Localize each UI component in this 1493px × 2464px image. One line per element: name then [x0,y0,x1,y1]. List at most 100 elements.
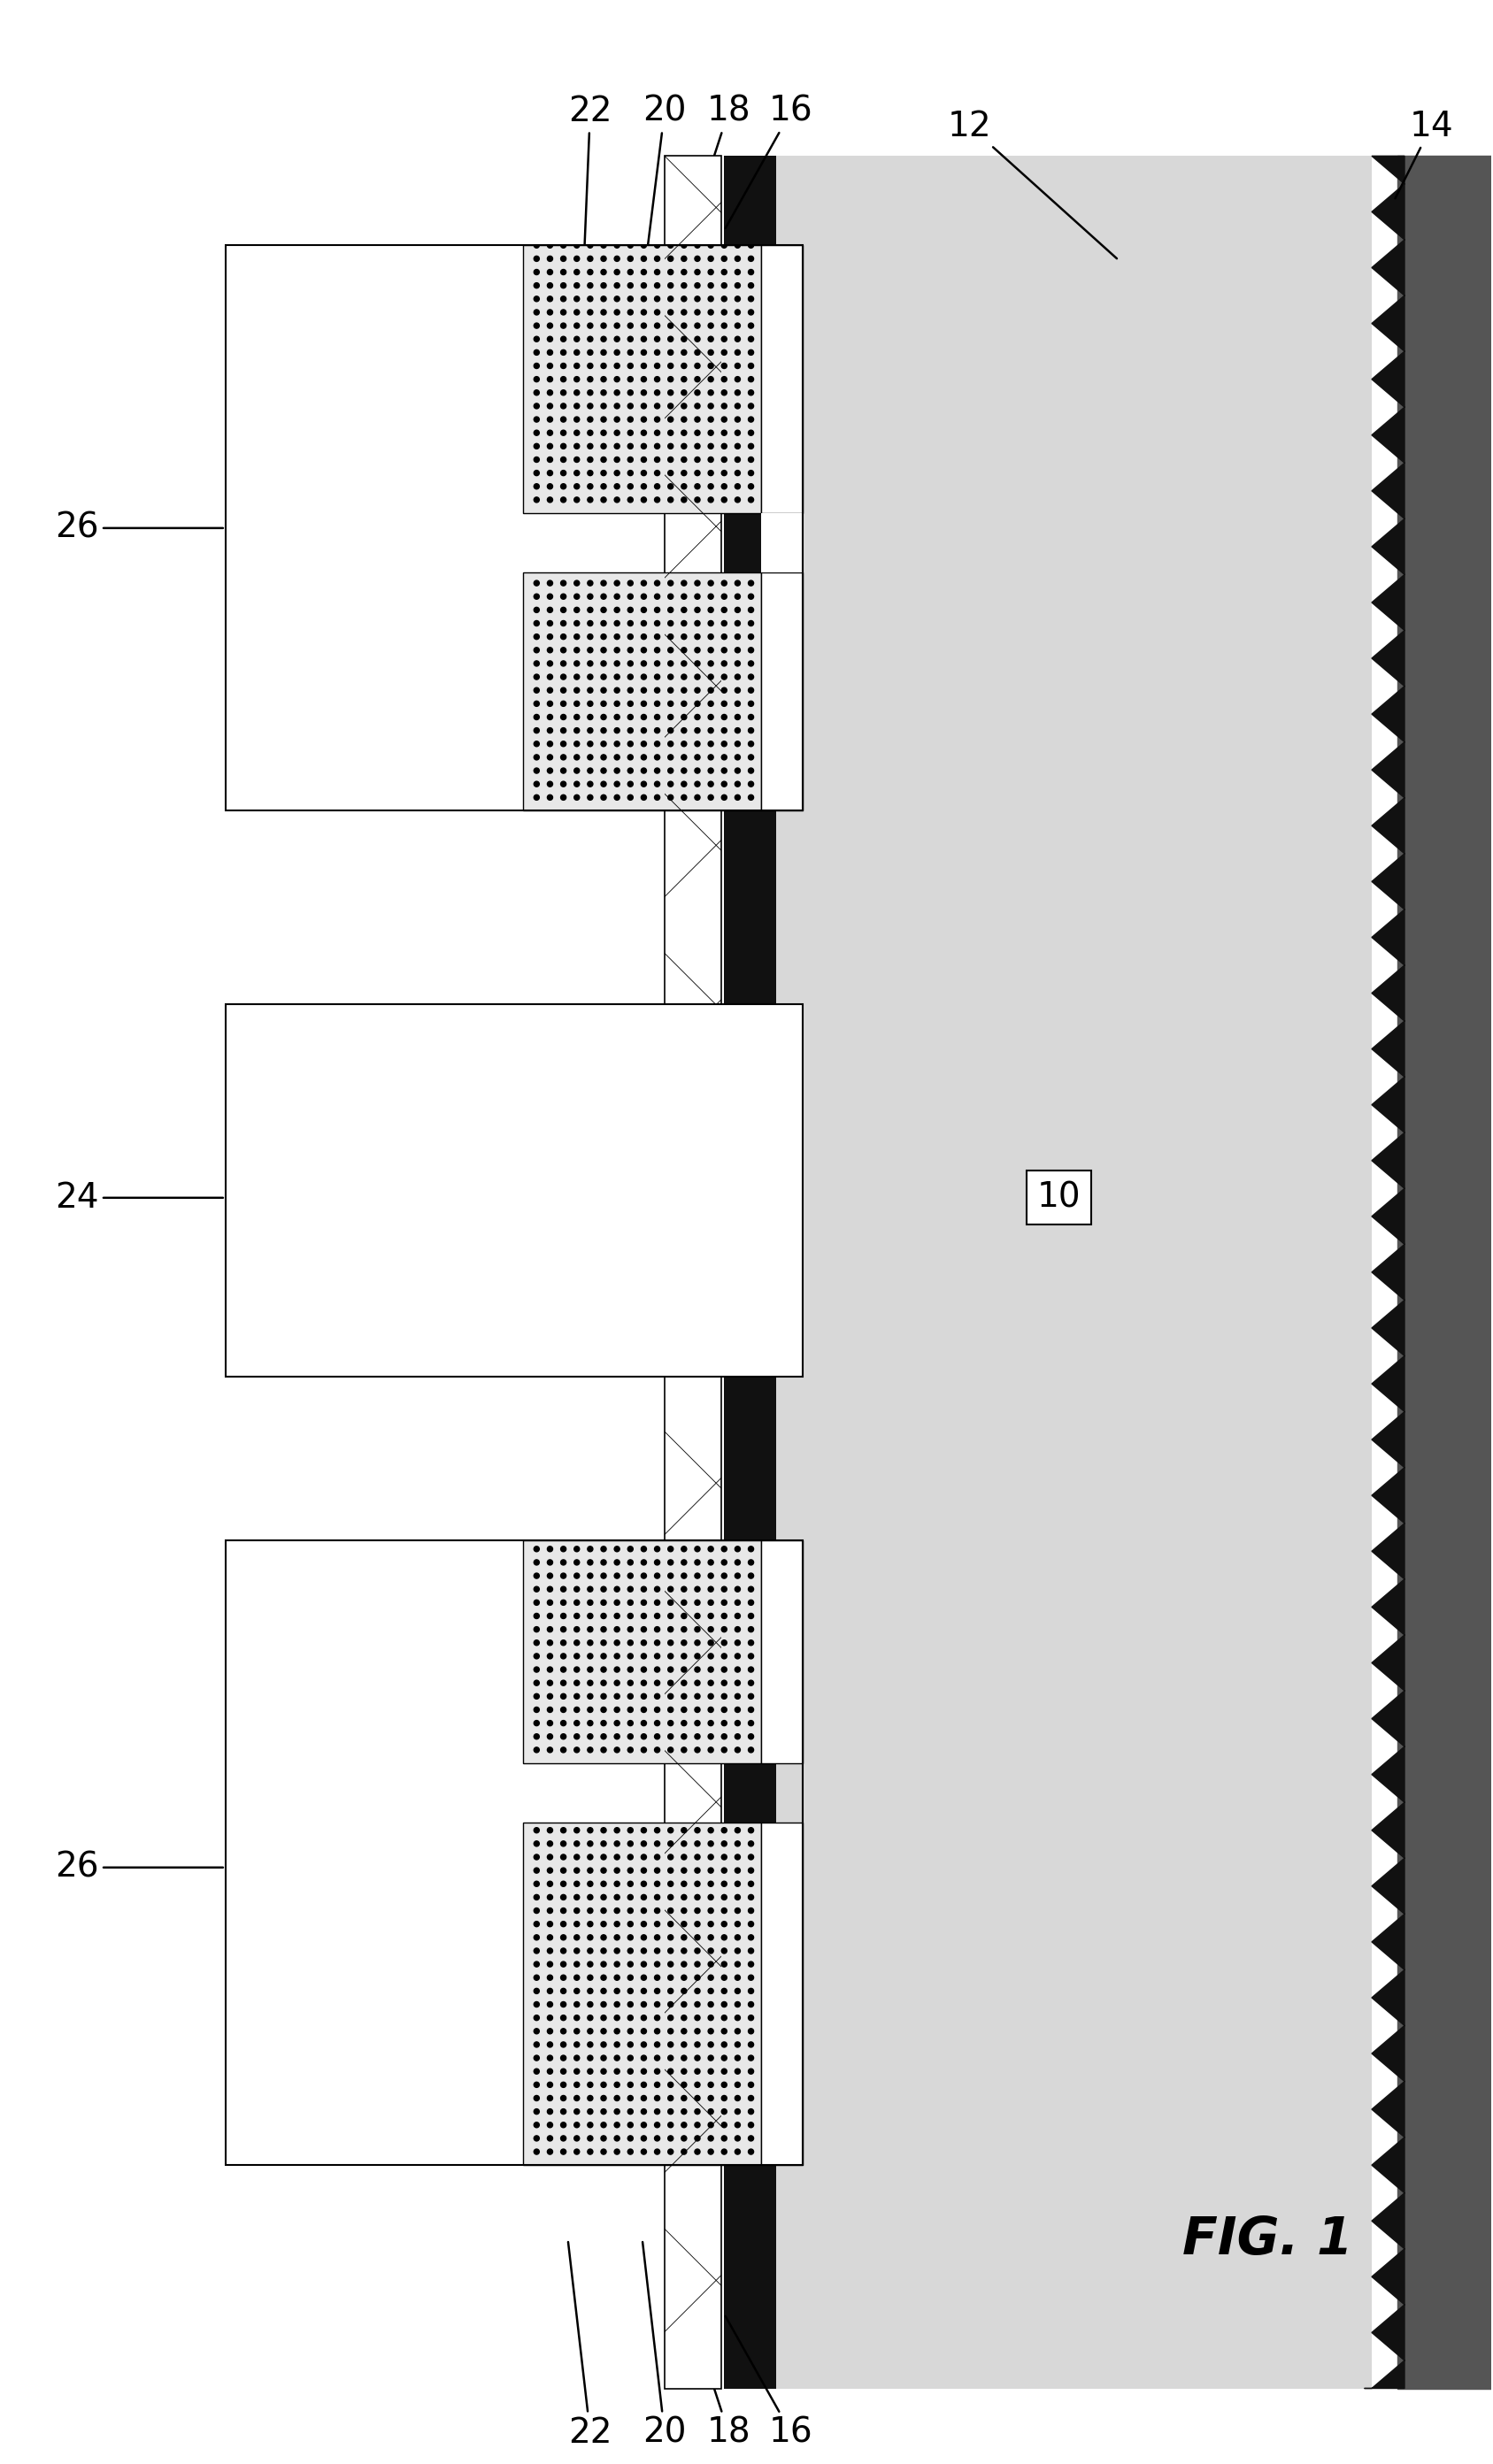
Circle shape [694,2001,700,2008]
Circle shape [667,1666,673,1673]
Circle shape [534,675,539,680]
Circle shape [548,444,552,448]
Circle shape [708,256,714,261]
Circle shape [575,241,579,249]
Circle shape [640,594,646,599]
Circle shape [534,1828,539,1833]
Circle shape [640,498,646,503]
Circle shape [640,377,646,382]
Circle shape [600,416,606,421]
Circle shape [600,754,606,759]
Circle shape [640,2043,646,2048]
Circle shape [561,1976,566,1981]
Circle shape [561,1868,566,1873]
Circle shape [588,241,593,249]
Circle shape [534,1841,539,1846]
Circle shape [694,2094,700,2102]
Circle shape [748,269,754,276]
Circle shape [627,648,633,653]
Circle shape [721,1976,727,1981]
Circle shape [681,2001,687,2008]
Circle shape [614,456,620,463]
Circle shape [681,1735,687,1740]
Circle shape [627,2043,633,2048]
Circle shape [561,269,566,276]
Circle shape [561,1880,566,1887]
Circle shape [561,2094,566,2102]
Circle shape [561,1560,566,1565]
Circle shape [681,1976,687,1981]
Circle shape [735,700,741,707]
Circle shape [694,633,700,638]
Circle shape [600,1641,606,1646]
Circle shape [748,1747,754,1752]
Circle shape [694,389,700,394]
Circle shape [667,1747,673,1752]
Circle shape [681,2070,687,2075]
Circle shape [735,2122,741,2126]
Circle shape [667,362,673,370]
Circle shape [534,483,539,488]
Circle shape [600,1934,606,1939]
Circle shape [561,1626,566,1631]
Circle shape [654,1934,660,1939]
Circle shape [600,1988,606,1993]
Circle shape [735,1841,741,1846]
Circle shape [654,431,660,436]
Circle shape [708,2043,714,2048]
Circle shape [534,1653,539,1658]
Circle shape [681,781,687,786]
Circle shape [748,2136,754,2141]
Circle shape [708,498,714,503]
Circle shape [735,1895,741,1900]
Circle shape [561,296,566,301]
Circle shape [614,582,620,586]
Circle shape [640,2016,646,2020]
Circle shape [748,1855,754,1860]
Circle shape [575,431,579,436]
Circle shape [588,1572,593,1579]
Circle shape [588,1895,593,1900]
Circle shape [575,1708,579,1712]
Circle shape [735,1653,741,1658]
Circle shape [640,648,646,653]
Circle shape [534,1880,539,1887]
Circle shape [640,715,646,719]
Circle shape [627,431,633,436]
Circle shape [548,1614,552,1619]
Circle shape [694,323,700,328]
Circle shape [600,1708,606,1712]
Circle shape [694,1880,700,1887]
Circle shape [561,498,566,503]
Circle shape [588,1547,593,1552]
Circle shape [735,1828,741,1833]
Circle shape [654,1641,660,1646]
Circle shape [548,796,552,801]
Circle shape [561,727,566,734]
Circle shape [681,1934,687,1939]
Circle shape [667,2043,673,2048]
Circle shape [614,2109,620,2114]
Circle shape [667,1841,673,1846]
Circle shape [735,582,741,586]
Circle shape [681,1961,687,1966]
Circle shape [548,1626,552,1631]
Circle shape [627,781,633,786]
Circle shape [721,1626,727,1631]
Circle shape [600,633,606,638]
Circle shape [600,1841,606,1846]
Circle shape [654,2082,660,2087]
Circle shape [735,296,741,301]
Circle shape [534,1614,539,1619]
Circle shape [721,269,727,276]
Circle shape [640,1666,646,1673]
Circle shape [667,675,673,680]
Circle shape [575,444,579,448]
Circle shape [694,362,700,370]
Circle shape [575,1547,579,1552]
Circle shape [640,444,646,448]
Circle shape [721,2094,727,2102]
Circle shape [588,256,593,261]
Circle shape [627,2028,633,2033]
Circle shape [548,1922,552,1927]
